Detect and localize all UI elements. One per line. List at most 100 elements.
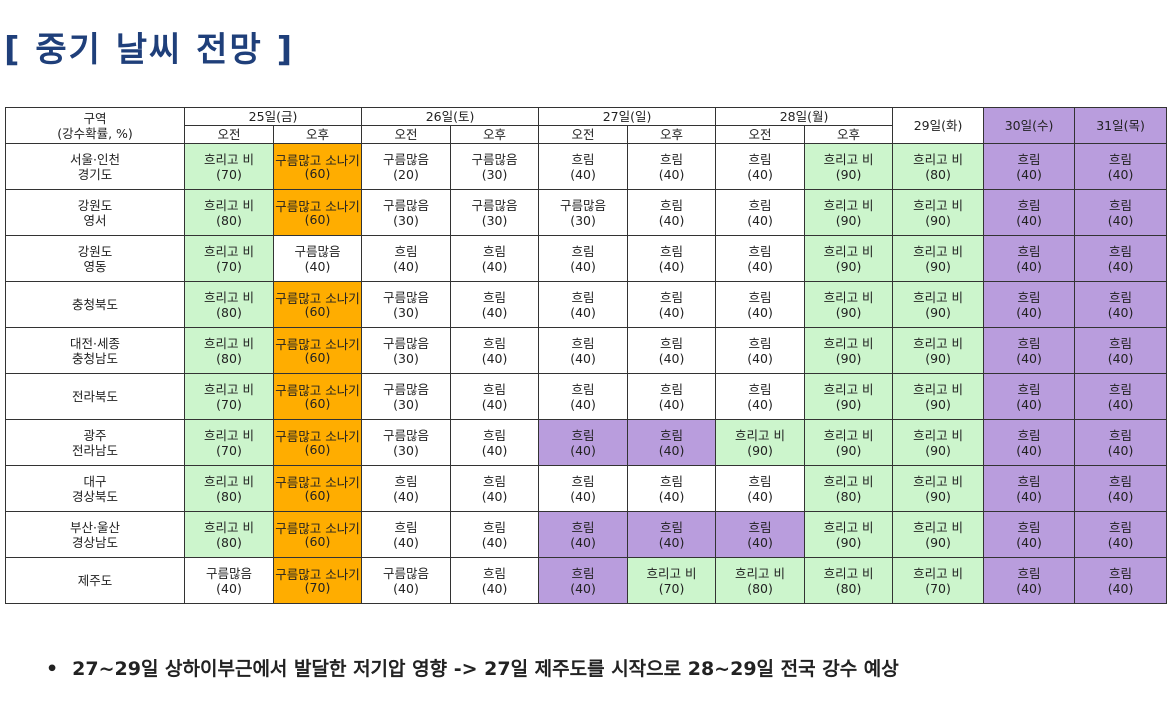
table-row: 부산·울산 경상남도 흐리고 비 (80) 구름많고 소나기 (60) 흐림 (40) 흐림 (4…	[5, 511, 1168, 558]
weather-condition: 흐림	[1017, 427, 1041, 443]
weather-condition: 흐림	[660, 381, 684, 397]
weather-condition: 흐리고 비	[913, 473, 964, 489]
forecast-cell: 흐림 (40)	[1074, 557, 1168, 604]
weather-condition: 구름많음	[205, 565, 252, 581]
precipitation-probability: (30)	[481, 212, 508, 228]
forecast-cell: 흐리고 비 (90)	[715, 419, 806, 466]
weather-condition: 구름많고 소나기	[275, 520, 360, 536]
region-cell: 광주 전라남도	[5, 419, 185, 466]
weather-condition: 흐리고 비	[204, 289, 254, 305]
forecast-cell: 구름많고 소나기 (60)	[272, 465, 363, 512]
header-row-days: 구역 (강수확률, %) 25일(금) 26일(토) 27일(일) 28일(월) 29일…	[5, 107, 1168, 144]
forecast-cell: 흐림 (40)	[983, 511, 1076, 558]
forecast-cell: 흐림 (40)	[627, 373, 717, 420]
forecast-cell: 흐리고 비 (70)	[892, 557, 985, 604]
region-cell: 대전·세종 충청남도	[5, 327, 185, 374]
precipitation-probability: (40)	[658, 166, 685, 182]
precipitation-probability: (80)	[835, 488, 862, 504]
precipitation-probability: (40)	[658, 442, 685, 458]
forecast-cell: 흐리고 비 (80)	[184, 189, 274, 236]
weather-condition: 구름많음	[383, 335, 430, 351]
precipitation-probability: (40)	[570, 580, 596, 596]
precipitation-probability: (30)	[393, 212, 419, 228]
forecast-cell: 흐림 (40)	[450, 419, 540, 466]
precipitation-probability: (80)	[216, 534, 242, 550]
precipitation-probability: (40)	[393, 488, 419, 504]
forecast-cell: 흐림 (40)	[715, 189, 806, 236]
forecast-cell: 흐리고 비 (90)	[804, 419, 894, 466]
pm-header: 오후	[627, 125, 717, 144]
weather-condition: 흐림	[483, 381, 507, 397]
region-name-line: 부산·울산	[70, 519, 120, 535]
weather-condition: 흐리고 비	[913, 289, 964, 305]
forecast-cell: 구름많음 (40)	[272, 235, 363, 282]
forecast-cell: 흐리고 비 (70)	[184, 143, 274, 190]
weather-condition: 흐리고 비	[823, 289, 874, 305]
weather-condition: 흐리고 비	[823, 197, 874, 213]
footnote: • 27~29일 상하이부근에서 발달한 저기압 영향 -> 27일 제주도를 시…	[46, 654, 899, 681]
weather-condition: 흐리고 비	[204, 519, 254, 535]
region-name-line: 영동	[83, 258, 107, 274]
forecast-cell: 흐리고 비 (90)	[804, 327, 894, 374]
day-header: 26일(토)	[361, 107, 540, 126]
weather-condition: 구름많음	[560, 197, 607, 213]
forecast-cell: 흐림 (40)	[983, 327, 1076, 374]
forecast-cell: 구름많고 소나기 (60)	[272, 327, 363, 374]
weather-condition: 흐림	[571, 243, 595, 259]
weather-condition: 흐림	[748, 197, 772, 213]
weather-condition: 흐림	[748, 473, 772, 489]
precipitation-probability: (40)	[393, 534, 419, 550]
weather-condition: 흐리고 비	[913, 151, 964, 167]
precipitation-probability: (40)	[1107, 580, 1134, 596]
weather-condition: 흐림	[483, 427, 507, 443]
forecast-cell: 흐리고 비 (80)	[892, 143, 985, 190]
precipitation-probability: (80)	[216, 488, 242, 504]
precipitation-probability: (40)	[1107, 396, 1134, 412]
precipitation-probability: (80)	[747, 580, 773, 596]
forecast-cell: 구름많음 (30)	[538, 189, 629, 236]
weather-condition: 흐림	[1017, 243, 1041, 259]
weather-condition: 흐림	[1109, 565, 1133, 581]
forecast-cell: 구름많음 (30)	[361, 189, 452, 236]
weather-condition: 흐림	[748, 243, 772, 259]
forecast-cell: 흐리고 비 (70)	[627, 557, 717, 604]
precipitation-probability: (90)	[835, 304, 862, 320]
forecast-cell: 흐리고 비 (80)	[715, 557, 806, 604]
precipitation-probability: (40)	[1016, 166, 1042, 182]
weather-condition: 흐림	[483, 335, 507, 351]
precipitation-probability: (40)	[747, 212, 773, 228]
forecast-cell: 흐림 (40)	[1074, 465, 1168, 512]
day-header: 29일(화)	[892, 107, 985, 144]
weather-condition: 흐림	[483, 289, 507, 305]
forecast-cell: 흐림 (40)	[538, 235, 629, 282]
forecast-cell: 흐림 (40)	[627, 281, 717, 328]
weather-condition: 흐림	[1017, 335, 1041, 351]
weather-condition: 흐림	[483, 519, 507, 535]
forecast-cell: 구름많고 소나기 (60)	[272, 373, 363, 420]
precipitation-probability: (40)	[481, 534, 508, 550]
forecast-cell: 흐리고 비 (80)	[804, 557, 894, 604]
precipitation-probability: (40)	[570, 304, 596, 320]
forecast-cell: 흐림 (40)	[538, 281, 629, 328]
precipitation-probability: (60)	[304, 487, 331, 503]
forecast-cell: 구름많고 소나기 (60)	[272, 143, 363, 190]
forecast-cell: 구름많고 소나기 (60)	[272, 281, 363, 328]
weather-condition: 흐림	[748, 289, 772, 305]
precipitation-probability: (40)	[1016, 534, 1042, 550]
forecast-cell: 흐림 (40)	[538, 557, 629, 604]
weather-condition: 흐림	[660, 473, 684, 489]
precipitation-probability: (40)	[481, 258, 508, 274]
precipitation-probability: (90)	[925, 488, 951, 504]
weather-condition: 흐림	[1109, 381, 1133, 397]
weather-condition: 흐림	[748, 335, 772, 351]
precipitation-probability: (40)	[747, 350, 773, 366]
precipitation-probability: (40)	[570, 258, 596, 274]
forecast-cell: 구름많고 소나기 (60)	[272, 511, 363, 558]
pm-header: 오후	[804, 125, 894, 144]
pm-header: 오후	[450, 125, 540, 144]
am-header: 오전	[715, 125, 806, 144]
precipitation-probability: (60)	[304, 349, 331, 365]
forecast-cell: 흐림 (40)	[715, 281, 806, 328]
precipitation-probability: (70)	[216, 166, 242, 182]
precipitation-probability: (40)	[747, 258, 773, 274]
